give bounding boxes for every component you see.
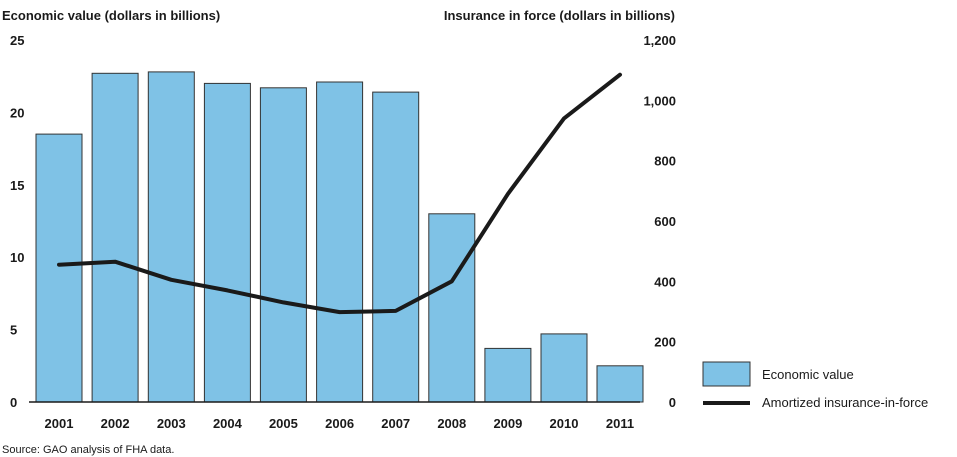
x-tick-label: 2002 <box>101 416 130 431</box>
left-tick-label: 0 <box>10 395 17 410</box>
right-axis-ticks: 0 200 400 600 800 1,000 1,200 <box>643 33 676 410</box>
bar-2002 <box>91 72 139 403</box>
right-tick-label: 800 <box>654 154 676 169</box>
x-tick-label: 2003 <box>157 416 186 431</box>
bar-2003 <box>147 71 195 403</box>
bar-2009 <box>484 347 532 403</box>
bar-2007 <box>372 91 420 403</box>
x-tick-label: 2010 <box>550 416 579 431</box>
left-axis-ticks: 0 5 10 15 20 25 <box>10 33 24 410</box>
legend-label-insurance-in-force: Amortized insurance-in-force <box>762 395 928 410</box>
x-tick-label: 2001 <box>45 416 74 431</box>
left-axis-title: Economic value (dollars in billions) <box>2 8 220 23</box>
left-tick-label: 5 <box>10 323 17 338</box>
x-axis-ticks: 2001 2002 2003 2004 2005 2006 2007 2008 2009 2010… <box>45 416 635 431</box>
right-tick-label: 200 <box>654 335 676 350</box>
x-tick-label: 2005 <box>269 416 298 431</box>
x-tick-label: 2007 <box>381 416 410 431</box>
bar-2005 <box>259 87 307 403</box>
right-tick-label: 1,000 <box>643 93 676 108</box>
x-tick-label: 2006 <box>325 416 354 431</box>
x-tick-label: 2008 <box>437 416 466 431</box>
left-tick-label: 15 <box>10 178 24 193</box>
x-tick-label: 2009 <box>493 416 522 431</box>
x-tick-label: 2004 <box>213 416 243 431</box>
legend-label-economic-value: Economic value <box>762 367 854 382</box>
right-tick-label: 400 <box>654 274 676 289</box>
right-tick-label: 0 <box>669 395 676 410</box>
right-tick-label: 600 <box>654 214 676 229</box>
right-axis-title: Insurance in force (dollars in billions) <box>444 8 675 23</box>
x-tick-label: 2011 <box>606 416 634 431</box>
bar-2011 <box>596 365 644 403</box>
left-tick-label: 25 <box>10 33 24 48</box>
bar-2004 <box>203 82 251 403</box>
legend: Economic value Amortized insurance-in-fo… <box>702 361 928 410</box>
left-tick-label: 10 <box>10 250 24 265</box>
left-tick-label: 20 <box>10 105 24 120</box>
source-note: Source: GAO analysis of FHA data. <box>2 444 174 456</box>
right-tick-label: 1,200 <box>643 33 676 48</box>
bar-2006 <box>316 81 364 403</box>
line-series <box>57 72 622 315</box>
bar-series <box>35 71 644 403</box>
bar-2001 <box>35 133 83 403</box>
bar-2010 <box>540 333 588 403</box>
legend-swatch-economic-value <box>702 361 751 387</box>
bar-2008 <box>428 213 476 403</box>
